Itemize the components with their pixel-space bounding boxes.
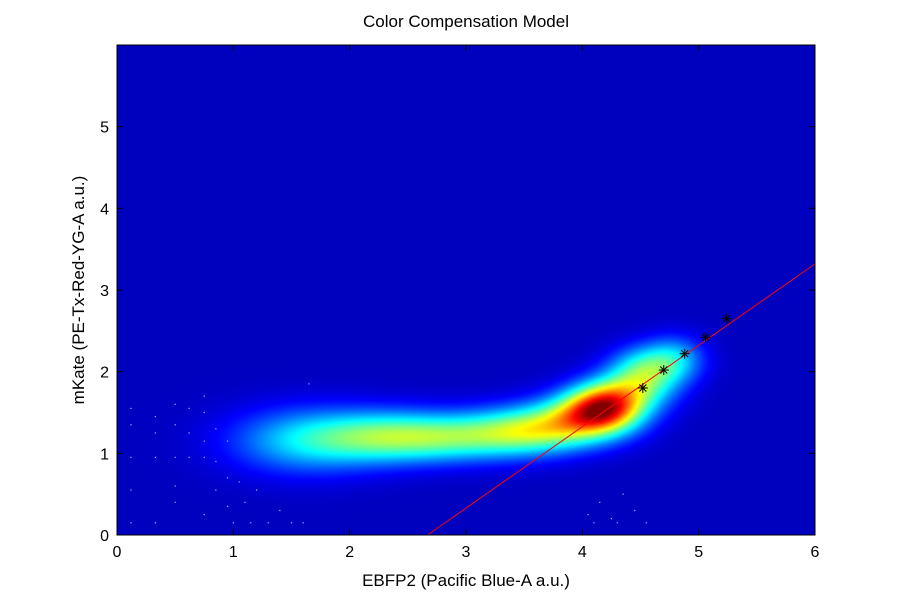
sparse-point [154, 522, 156, 524]
x-axis: 0 1 2 3 4 5 6 [113, 45, 820, 561]
sparse-point [130, 424, 132, 426]
sparse-point [616, 522, 618, 524]
x-tick-label: 4 [578, 544, 587, 561]
sparse-point [593, 522, 595, 524]
y-tick-label: 4 [100, 201, 109, 218]
sparse-point [203, 456, 205, 459]
bin-marker [700, 332, 711, 343]
fit-line [427, 263, 816, 536]
sparse-point [610, 518, 613, 520]
sparse-point [203, 440, 205, 442]
density-heatmap [117, 45, 815, 535]
sparse-point [203, 411, 205, 414]
sparse-point [174, 485, 176, 487]
x-tick-label: 3 [462, 544, 471, 561]
sparse-point [308, 383, 310, 385]
sparse-point [130, 489, 132, 491]
bin-marker [658, 365, 669, 376]
sparse-point [215, 428, 217, 430]
x-axis-label: EBFP2 (Pacific Blue-A a.u.) [362, 571, 570, 590]
sparse-point [226, 440, 229, 442]
y-tick-label: 2 [100, 365, 109, 382]
sparse-point [154, 432, 156, 434]
sparse-point [267, 522, 269, 524]
sparse-point [279, 509, 281, 512]
sparse-point [215, 460, 217, 463]
y-axis: 0 1 2 3 4 5 [100, 120, 815, 545]
sparse-point [174, 501, 176, 503]
sparse-point [238, 481, 240, 483]
sparse-points [130, 383, 647, 524]
sparse-point [645, 522, 647, 524]
x-tick-label: 0 [113, 544, 122, 561]
y-tick-label: 3 [100, 283, 109, 300]
sparse-point [244, 501, 246, 503]
sparse-point [188, 456, 190, 459]
sparse-point [174, 456, 176, 459]
sparse-point [154, 415, 156, 418]
sparse-point [188, 432, 190, 434]
bin-markers [637, 313, 732, 393]
bin-marker [679, 348, 690, 359]
sparse-point [174, 403, 176, 405]
y-axis-label: mKate (PE-Tx-Red-YG-A a.u.) [69, 176, 88, 405]
sparse-point [256, 489, 258, 491]
sparse-point [203, 513, 205, 516]
y-tick-label: 0 [100, 528, 109, 545]
sparse-point [130, 407, 132, 410]
bin-marker [721, 313, 732, 324]
sparse-point [215, 489, 217, 491]
sparse-point [226, 505, 229, 508]
x-tick-label: 6 [811, 544, 820, 561]
sparse-point [174, 424, 176, 426]
sparse-point [634, 509, 636, 512]
sparse-point [130, 456, 132, 459]
x-tick-label: 5 [694, 544, 703, 561]
sparse-point [226, 477, 229, 479]
x-tick-label: 1 [229, 544, 238, 561]
sparse-point [599, 501, 601, 503]
sparse-point [154, 456, 156, 459]
plot-area [116, 44, 816, 536]
y-tick-label: 5 [100, 120, 109, 137]
sparse-point [622, 493, 624, 495]
sparse-point [232, 522, 234, 524]
sparse-point [302, 522, 304, 524]
sparse-point [250, 522, 252, 524]
sparse-point [290, 522, 293, 524]
sparse-point [587, 513, 589, 516]
chart-title: Color Compensation Model [363, 12, 569, 31]
bin-marker [637, 383, 648, 393]
x-tick-label: 2 [345, 544, 354, 561]
sparse-point [130, 522, 132, 524]
sparse-point [188, 407, 190, 410]
y-tick-label: 1 [100, 446, 109, 463]
sparse-point [203, 395, 205, 397]
